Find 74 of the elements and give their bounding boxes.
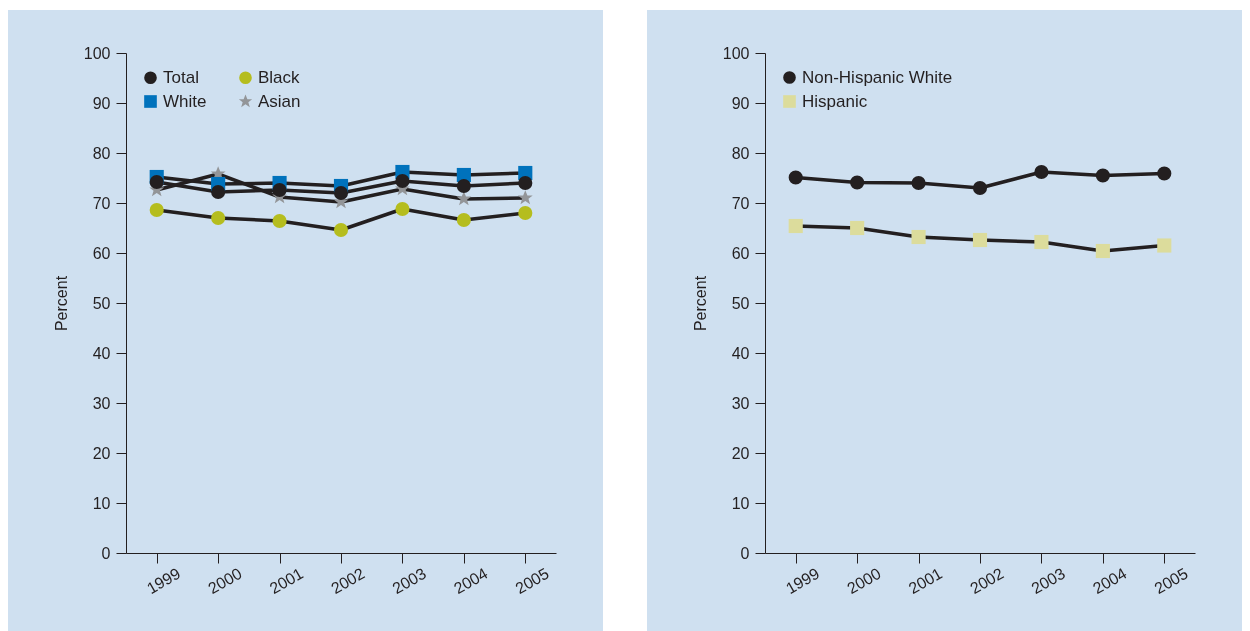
- x-tick-label: 2005: [1151, 564, 1191, 598]
- y-tick-label: 20: [731, 444, 750, 462]
- point: [211, 184, 226, 200]
- y-tick-label: 80: [92, 144, 111, 162]
- x-tick-label: 2004: [451, 564, 491, 598]
- point: [456, 212, 471, 228]
- point: [456, 191, 472, 206]
- point: [149, 174, 164, 190]
- point: [395, 201, 410, 217]
- point: [333, 185, 349, 201]
- point: [456, 178, 471, 194]
- x-tick-label: 1999: [143, 564, 184, 598]
- point: [1157, 238, 1172, 253]
- legend-label: Black: [258, 67, 301, 87]
- x-tick-label: 2003: [1028, 564, 1069, 598]
- point: [272, 182, 287, 198]
- point: [211, 210, 226, 226]
- legend-label: Total: [163, 67, 199, 87]
- x-tick-label: 2001: [266, 564, 307, 598]
- point: [911, 229, 926, 245]
- point: [911, 175, 926, 191]
- point: [272, 213, 287, 229]
- point: [1095, 168, 1110, 183]
- point: [850, 220, 865, 236]
- x-tick-label: 2002: [328, 564, 368, 598]
- y-tick-label: 40: [92, 344, 111, 362]
- y-tick-label: 30: [731, 394, 750, 412]
- y-tick-label: 100: [83, 44, 111, 62]
- x-tick-label: 2001: [905, 564, 946, 598]
- x-tick-label: 2000: [205, 564, 245, 598]
- point: [518, 205, 533, 221]
- point: [149, 202, 164, 218]
- y-tick-label: 70: [731, 194, 750, 212]
- y-tick-label: 30: [92, 394, 111, 412]
- y-tick-label: 10: [92, 494, 111, 512]
- point: [850, 175, 865, 190]
- legend-label: White: [163, 91, 207, 111]
- point: [517, 190, 533, 205]
- point: [788, 170, 803, 185]
- y-tick-label: 50: [731, 294, 750, 312]
- y-tick-label: 90: [731, 94, 750, 112]
- point: [972, 232, 988, 248]
- y-tick-label: 0: [101, 544, 111, 562]
- x-tick-label: 2003: [389, 564, 430, 598]
- point: [972, 180, 988, 196]
- point: [788, 218, 803, 234]
- y-tick-label: 0: [740, 544, 750, 562]
- y-tick-label: 40: [731, 344, 750, 362]
- point: [1034, 164, 1049, 180]
- legend-label: Asian: [258, 91, 301, 111]
- point: [518, 175, 533, 191]
- legend-label: Non-Hispanic White: [802, 67, 953, 87]
- y-tick-label: 20: [92, 444, 111, 462]
- point: [1157, 166, 1172, 181]
- y-tick-label: 80: [731, 144, 750, 162]
- y-tick-label: 50: [92, 294, 111, 312]
- y-tick-label: 100: [722, 44, 750, 62]
- x-tick-label: 1999: [782, 564, 823, 598]
- y-axis-title: Percent: [52, 275, 70, 332]
- x-tick-label: 2004: [1090, 564, 1130, 598]
- point: [1095, 243, 1110, 259]
- y-tick-label: 10: [731, 494, 750, 512]
- x-tick-label: 2005: [512, 564, 552, 598]
- y-tick-label: 90: [92, 94, 111, 112]
- x-tick-label: 2000: [844, 564, 884, 598]
- legend-label: Hispanic: [802, 91, 868, 111]
- y-tick-label: 60: [731, 244, 750, 262]
- point: [1034, 234, 1049, 250]
- x-tick-label: 2002: [967, 564, 1007, 598]
- point: [395, 173, 410, 189]
- y-axis-title: Percent: [691, 275, 709, 332]
- y-tick-label: 70: [92, 194, 111, 212]
- point: [333, 222, 349, 238]
- y-tick-label: 60: [92, 244, 111, 262]
